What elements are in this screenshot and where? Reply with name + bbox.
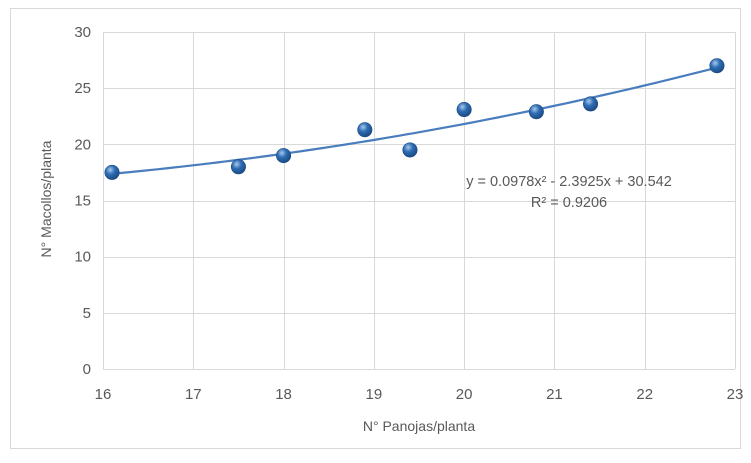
trendline-equation: y = 0.0978x² - 2.3925x + 30.542 — [466, 174, 672, 190]
data-points — [104, 58, 725, 180]
polynomial-trendline — [111, 66, 718, 175]
x-tick-label: 22 — [636, 386, 653, 403]
data-point — [230, 159, 246, 175]
data-point — [402, 142, 418, 158]
x-axis-title: N° Panojas/planta — [363, 418, 475, 434]
data-point — [357, 122, 373, 138]
y-tick-label: 15 — [74, 193, 91, 210]
data-point — [456, 102, 472, 118]
x-tick-label: 19 — [366, 386, 383, 403]
y-tick-label: 0 — [83, 361, 91, 378]
data-point — [709, 58, 725, 74]
x-tick-label: 17 — [185, 386, 202, 403]
y-tick-label: 20 — [74, 136, 91, 153]
y-axis-title: N° Macollos/planta — [38, 140, 54, 257]
data-point — [104, 164, 120, 180]
x-tick-label: 16 — [95, 386, 112, 403]
y-tick-label: 25 — [74, 80, 91, 97]
x-tick-label: 21 — [546, 386, 563, 403]
y-tick-label: 5 — [83, 305, 91, 322]
y-tick-label: 30 — [74, 24, 91, 41]
x-tick-label: 18 — [275, 386, 292, 403]
trendline-r-squared: R² = 0.9206 — [531, 195, 607, 211]
x-axis-tick-labels: 16 17 18 19 20 21 22 23 — [95, 386, 744, 403]
x-tick-label: 23 — [727, 386, 744, 403]
data-point — [276, 148, 292, 164]
chart-border — [10, 8, 741, 449]
data-point — [528, 104, 544, 120]
data-point — [583, 96, 599, 112]
y-axis-tick-labels: 0 5 10 15 20 25 30 — [74, 24, 91, 378]
x-tick-label: 20 — [456, 386, 473, 403]
y-tick-label: 10 — [74, 249, 91, 266]
